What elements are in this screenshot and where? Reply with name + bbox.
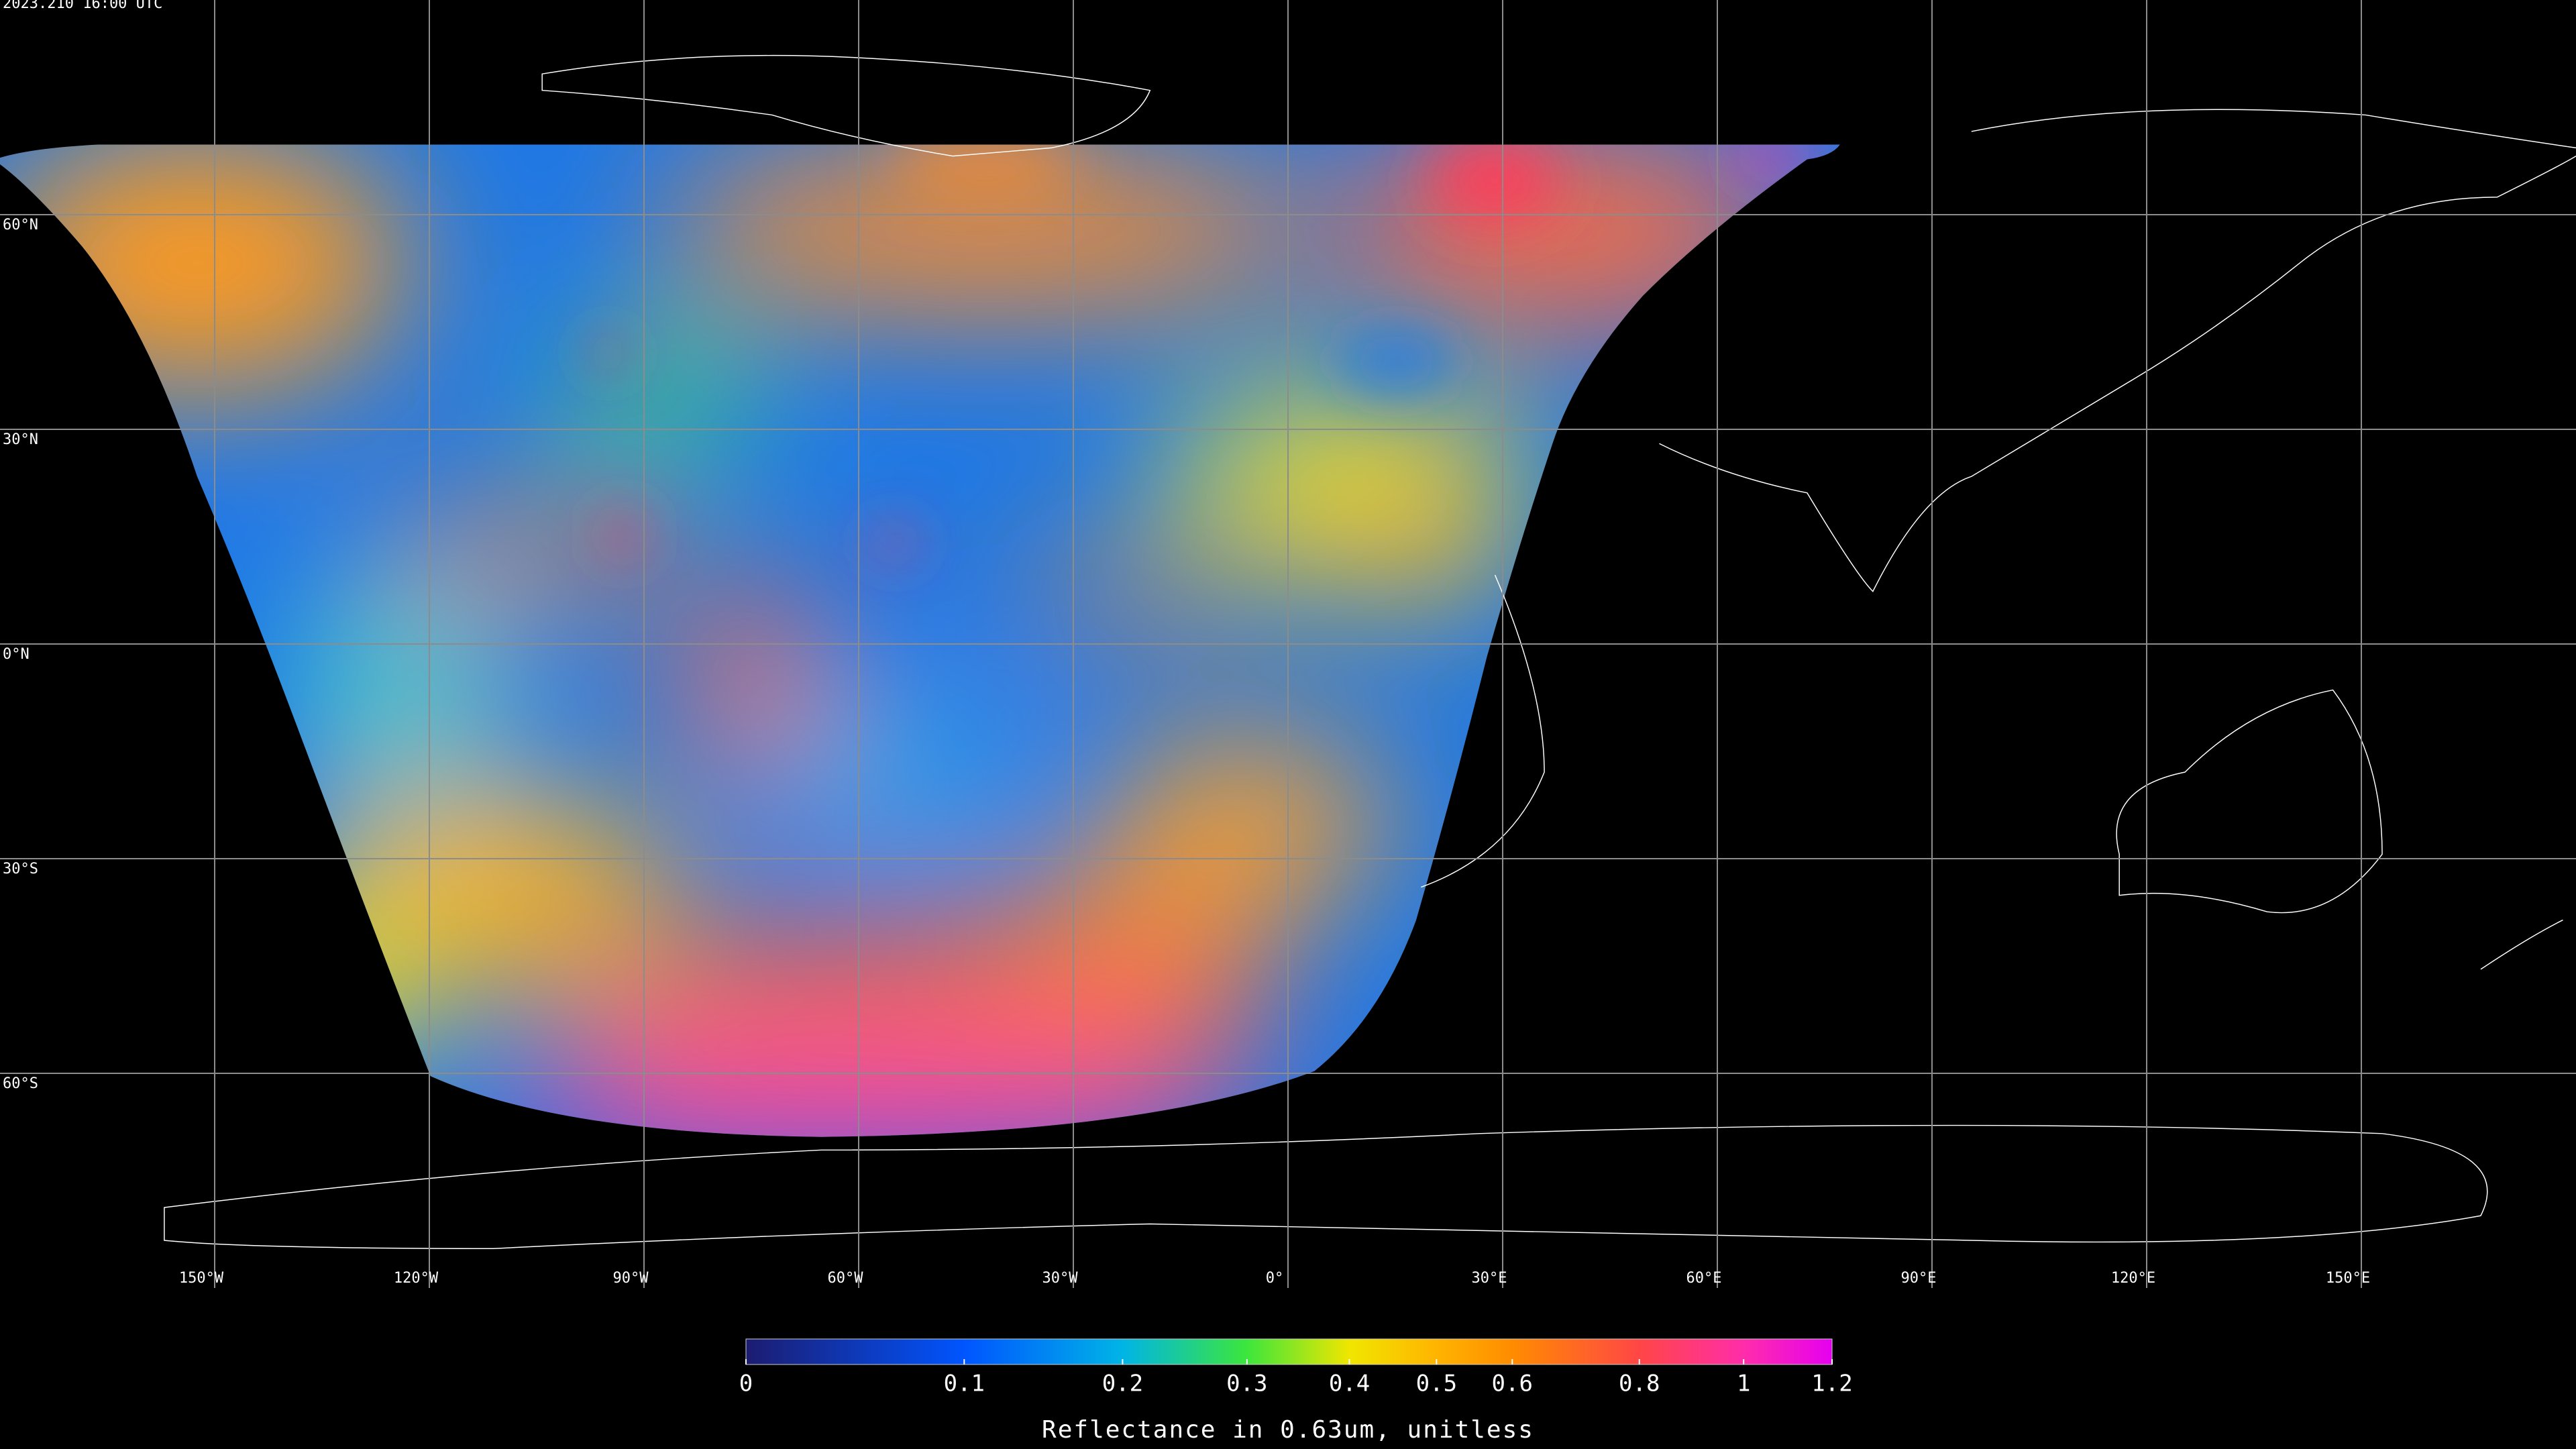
y-tick-label: 60°S <box>3 1075 38 1092</box>
colorbar-tick-label: 0.6 <box>1492 1371 1533 1397</box>
colorbar-tick-label: 1 <box>1737 1371 1750 1397</box>
colorbar-tick-label: 0.5 <box>1416 1371 1457 1397</box>
y-tick-label: 30°S <box>3 861 38 877</box>
x-tick-label: 90°E <box>1901 1270 1937 1287</box>
x-tick-label: 60°W <box>828 1270 864 1287</box>
x-tick-label: 0° <box>1266 1270 1284 1287</box>
colorbar-tick-label: 0.3 <box>1226 1371 1267 1397</box>
x-tick-label: 120°E <box>2111 1270 2155 1287</box>
colorbar-tick-label: 1.2 <box>1811 1371 1852 1397</box>
colorbar-label: Reflectance in 0.63um, unitless <box>1042 1416 1534 1444</box>
coastlines <box>164 54 2576 1249</box>
colorbar-tick-label: 0.1 <box>944 1371 985 1397</box>
colorbar-tick-label: 0.8 <box>1619 1371 1660 1397</box>
y-tick-label: 0°N <box>3 646 30 663</box>
colorbar-tick-label: 0.4 <box>1329 1371 1370 1397</box>
x-tick-label: 150°E <box>2326 1270 2370 1287</box>
x-tick-label: 30°W <box>1042 1270 1079 1287</box>
colorbar-tick-label: 0.2 <box>1102 1371 1143 1397</box>
x-tick-label: 90°W <box>613 1270 649 1287</box>
x-tick-label: 150°W <box>179 1270 224 1287</box>
map-title: 2023.210 16:00 UTC <box>3 0 162 12</box>
y-tick-label: 30°N <box>3 431 38 448</box>
x-tick-label: 30°E <box>1472 1270 1507 1287</box>
x-tick-label: 120°W <box>394 1270 439 1287</box>
colorbar <box>745 1338 1833 1365</box>
satellite-imagery <box>0 144 1840 1137</box>
x-tick-label: 60°E <box>1686 1270 1722 1287</box>
y-tick-label: 60°N <box>3 217 38 233</box>
colorbar-tick-label: 0 <box>739 1371 753 1397</box>
